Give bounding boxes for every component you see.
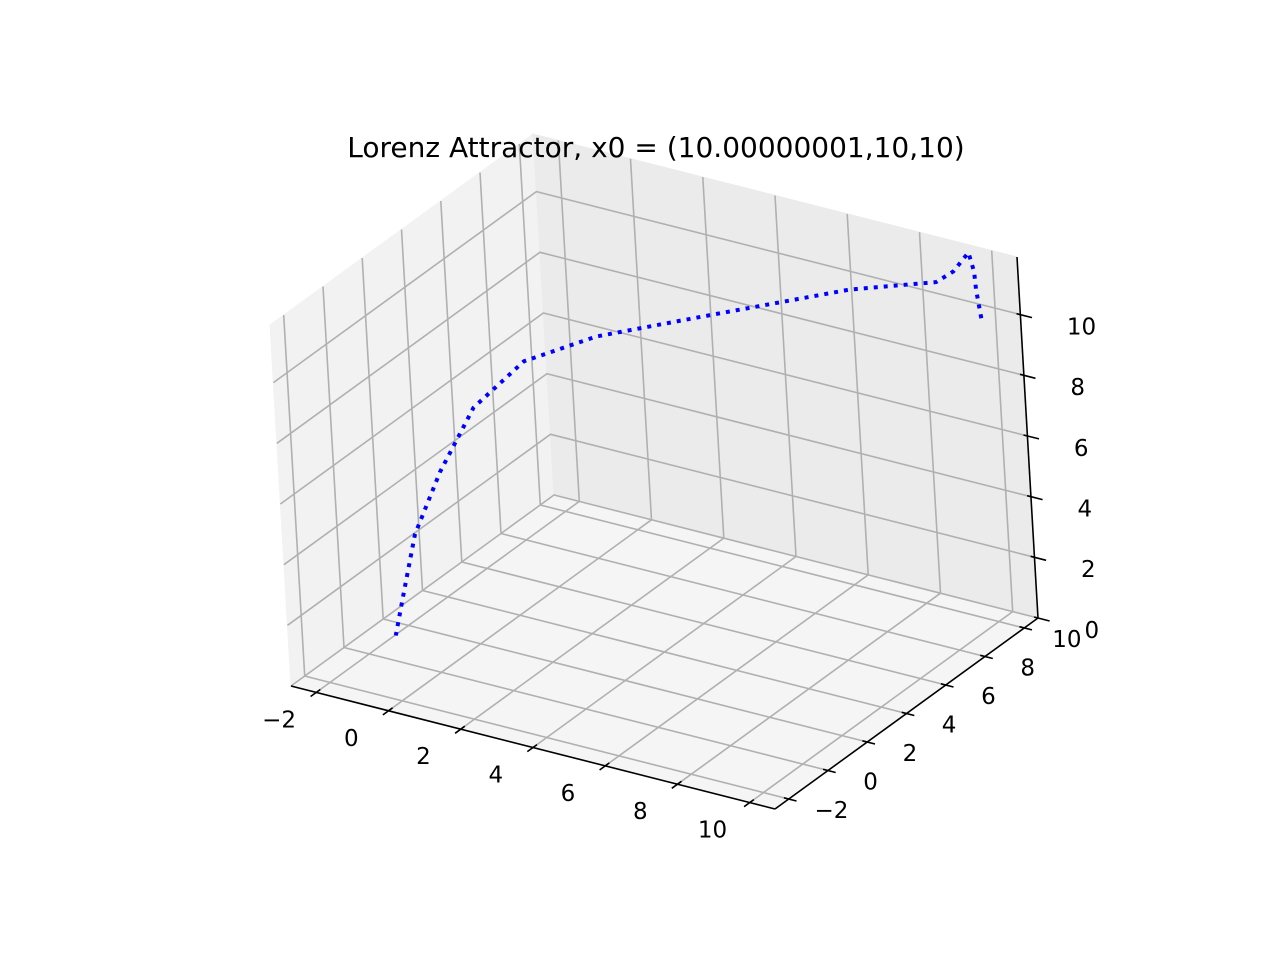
z-tick-label: 2 [1081,557,1096,583]
x-tick-mark [743,798,755,808]
x-tick-label: 8 [633,799,648,825]
y-tick-label: 6 [981,684,996,710]
x-tick-label: 2 [416,744,431,770]
y-tick-label: 8 [1020,655,1035,681]
x-tick-mark [526,743,538,753]
x-tick-label: 4 [488,763,503,789]
z-tick-mark [1030,555,1047,562]
x-tick-mark [382,707,394,716]
z-tick-mark [1033,616,1050,622]
series-layer [393,248,984,636]
y-tick-mark [822,768,836,774]
z-tick-mark [1023,434,1040,440]
y-tick-label: 0 [863,769,878,795]
z-tick-mark [1019,373,1036,380]
x-tick-mark [599,762,610,771]
grid-line-z [272,190,1021,384]
grid-line-z [279,312,1028,505]
x-tick-mark [671,780,682,789]
y-tick-label: 2 [903,741,918,767]
y-tick-label: 10 [1052,627,1081,653]
z-tick-label: 0 [1085,618,1100,644]
y-tick-mark [940,683,954,688]
grid-line-z [287,433,1035,626]
y-tick-label: −2 [814,798,848,824]
grid-line-z [283,372,1032,566]
chart-title: Lorenz Attractor, x0 = (10.00000001,10,1… [347,131,964,164]
y-tick-mark [901,711,915,717]
x-tick-label: 10 [698,818,727,844]
tick-marks [310,312,1050,808]
z-tick-mark [1026,494,1043,501]
x-tick-mark [310,688,321,698]
y-tick-label: 4 [942,712,957,738]
axis-panes [269,133,1040,810]
z-tick-label: 4 [1078,497,1093,523]
y-tick-mark [783,797,797,802]
x-tick-label: 6 [561,781,576,807]
y-tick-mark [1019,625,1033,631]
grid-line-z [276,251,1025,444]
x-tick-label: 0 [344,726,359,752]
z-tick-label: 10 [1067,315,1096,341]
grid-lines [272,140,1039,804]
z-tick-label: 8 [1070,375,1085,401]
x-tick-label: −2 [262,708,296,734]
grid-line-z [290,494,1039,687]
x-tick-mark [454,725,466,734]
y-tick-mark [862,740,876,745]
y-tick-mark [980,654,993,660]
series-line [393,248,984,636]
z-tick-label: 6 [1074,436,1089,462]
z-tick-mark [1016,312,1033,319]
